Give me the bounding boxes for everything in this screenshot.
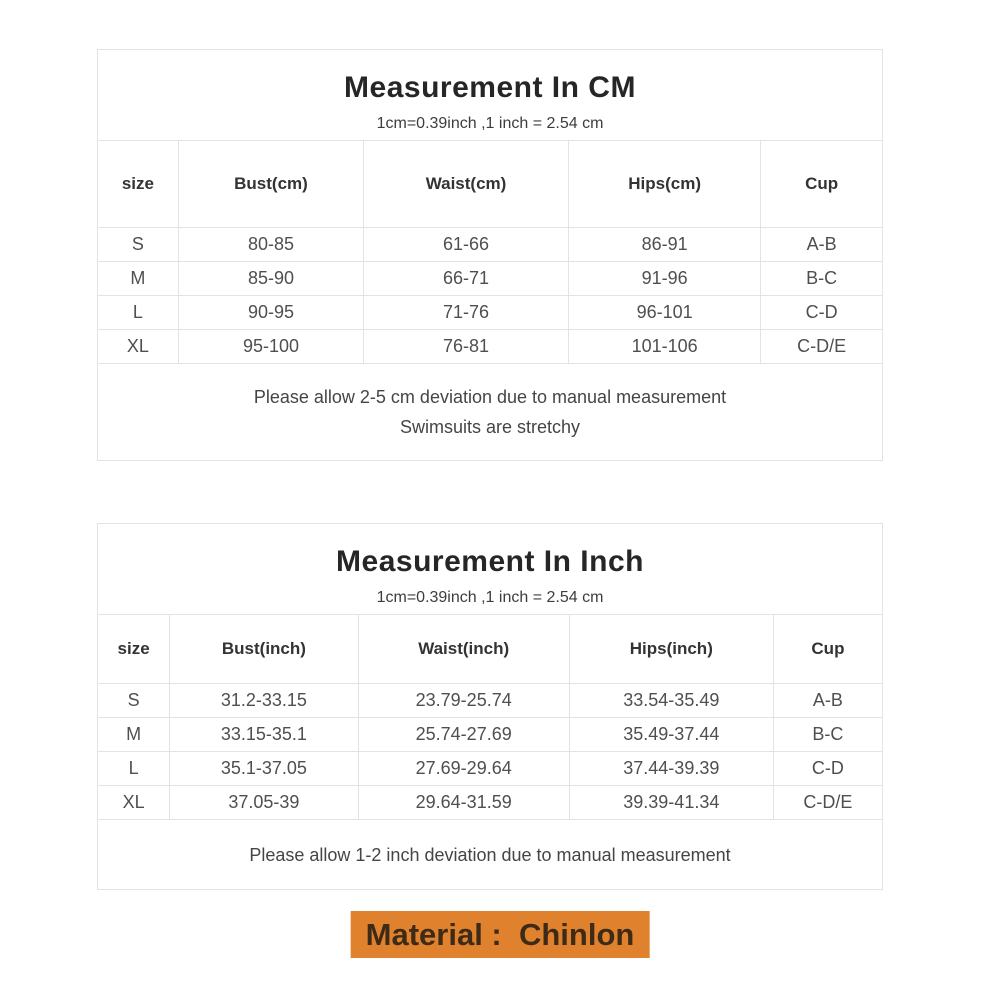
cell-waist: 29.64-31.59 bbox=[357, 785, 570, 820]
column-header-waist: Waist(inch) bbox=[357, 614, 570, 684]
measurement-table-inch: Measurement In Inch 1cm=0.39inch ,1 inch… bbox=[96, 523, 884, 890]
material-badge: Material : Chinlon bbox=[350, 911, 650, 958]
table-row-s: S 31.2-33.15 23.79-25.74 33.54-35.49 A-B bbox=[96, 683, 884, 718]
column-header-size: size bbox=[96, 614, 171, 684]
cell-size: XL bbox=[96, 785, 171, 820]
column-header-waist: Waist(cm) bbox=[363, 140, 569, 228]
cell-hips: 96-101 bbox=[567, 295, 762, 330]
cell-hips: 86-91 bbox=[567, 227, 762, 262]
cell-waist: 71-76 bbox=[363, 295, 569, 330]
table-row-l: L 35.1-37.05 27.69-29.64 37.44-39.39 C-D bbox=[96, 751, 884, 786]
note-line: Please allow 1-2 inch deviation due to m… bbox=[249, 844, 731, 865]
cell-size: M bbox=[97, 261, 179, 296]
cell-waist: 25.74-27.69 bbox=[357, 717, 570, 752]
table-title: Measurement In CM bbox=[344, 70, 636, 104]
table-subtitle: 1cm=0.39inch ,1 inch = 2.54 cm bbox=[376, 114, 604, 132]
note-line: Please allow 2-5 cm deviation due to man… bbox=[253, 387, 727, 407]
cell-size: S bbox=[96, 683, 171, 718]
cell-size: XL bbox=[97, 329, 179, 364]
table-title-row: Measurement In CM 1cm=0.39inch ,1 inch =… bbox=[97, 49, 883, 141]
cell-bust: 31.2-33.15 bbox=[169, 683, 359, 718]
cell-size: L bbox=[97, 295, 179, 330]
material-label: Material : Chinlon bbox=[365, 916, 635, 952]
cell-cup: A-B bbox=[760, 227, 883, 262]
column-header-hips: Hips(inch) bbox=[568, 614, 774, 684]
table-note-cell: Please allow 1-2 inch deviation due to m… bbox=[97, 819, 883, 890]
cell-cup: C-D bbox=[772, 751, 884, 786]
table-row-xl: XL 95-100 76-81 101-106 C-D/E bbox=[97, 329, 883, 364]
table-title-cell: Measurement In CM 1cm=0.39inch ,1 inch =… bbox=[97, 49, 883, 141]
table-row-xl: XL 37.05-39 29.64-31.59 39.39-41.34 C-D/… bbox=[96, 785, 884, 820]
cell-cup: C-D bbox=[760, 295, 883, 330]
table-row-m: M 85-90 66-71 91-96 B-C bbox=[97, 261, 883, 296]
column-header-cup: Cup bbox=[772, 614, 884, 684]
cell-bust: 85-90 bbox=[177, 261, 365, 296]
cell-size: S bbox=[97, 227, 179, 262]
cell-waist: 66-71 bbox=[363, 261, 569, 296]
column-header-size: size bbox=[97, 140, 179, 228]
cell-cup: A-B bbox=[772, 683, 884, 718]
note-line: Swimsuits are stretchy bbox=[399, 417, 581, 437]
cell-hips: 33.54-35.49 bbox=[568, 683, 774, 718]
cell-bust: 37.05-39 bbox=[169, 785, 359, 820]
table-subtitle: 1cm=0.39inch ,1 inch = 2.54 cm bbox=[376, 588, 604, 606]
cell-bust: 33.15-35.1 bbox=[169, 717, 359, 752]
table-note-row: Please allow 2-5 cm deviation due to man… bbox=[97, 363, 883, 461]
cell-size: L bbox=[96, 751, 171, 786]
cell-bust: 35.1-37.05 bbox=[169, 751, 359, 786]
cell-waist: 76-81 bbox=[363, 329, 569, 364]
cell-hips: 91-96 bbox=[567, 261, 762, 296]
table-row-l: L 90-95 71-76 96-101 C-D bbox=[97, 295, 883, 330]
cell-hips: 101-106 bbox=[567, 329, 762, 364]
table-note-row: Please allow 1-2 inch deviation due to m… bbox=[97, 819, 883, 890]
cell-bust: 95-100 bbox=[177, 329, 365, 364]
measurement-table-cm: Measurement In CM 1cm=0.39inch ,1 inch =… bbox=[97, 49, 883, 461]
cell-waist: 61-66 bbox=[363, 227, 569, 262]
table-title: Measurement In Inch bbox=[336, 544, 644, 578]
table-title-cell: Measurement In Inch 1cm=0.39inch ,1 inch… bbox=[97, 523, 883, 615]
cell-size: M bbox=[96, 717, 171, 752]
table-title-row: Measurement In Inch 1cm=0.39inch ,1 inch… bbox=[97, 523, 883, 615]
cell-hips: 39.39-41.34 bbox=[568, 785, 774, 820]
cell-cup: B-C bbox=[772, 717, 884, 752]
cell-waist: 23.79-25.74 bbox=[357, 683, 570, 718]
table-header-row: size Bust(cm) Waist(cm) Hips(cm) Cup bbox=[97, 140, 883, 228]
table-note-cell: Please allow 2-5 cm deviation due to man… bbox=[97, 363, 883, 461]
column-header-cup: Cup bbox=[760, 140, 883, 228]
cell-hips: 35.49-37.44 bbox=[568, 717, 774, 752]
cell-cup: C-D/E bbox=[772, 785, 884, 820]
column-header-bust: Bust(inch) bbox=[169, 614, 359, 684]
cell-bust: 90-95 bbox=[177, 295, 365, 330]
cell-cup: C-D/E bbox=[760, 329, 883, 364]
column-header-hips: Hips(cm) bbox=[567, 140, 762, 228]
column-header-bust: Bust(cm) bbox=[177, 140, 365, 228]
table-row-s: S 80-85 61-66 86-91 A-B bbox=[97, 227, 883, 262]
cell-bust: 80-85 bbox=[177, 227, 365, 262]
cell-hips: 37.44-39.39 bbox=[568, 751, 774, 786]
cell-cup: B-C bbox=[760, 261, 883, 296]
cell-waist: 27.69-29.64 bbox=[357, 751, 570, 786]
table-header-row: size Bust(inch) Waist(inch) Hips(inch) C… bbox=[96, 614, 884, 684]
table-row-m: M 33.15-35.1 25.74-27.69 35.49-37.44 B-C bbox=[96, 717, 884, 752]
